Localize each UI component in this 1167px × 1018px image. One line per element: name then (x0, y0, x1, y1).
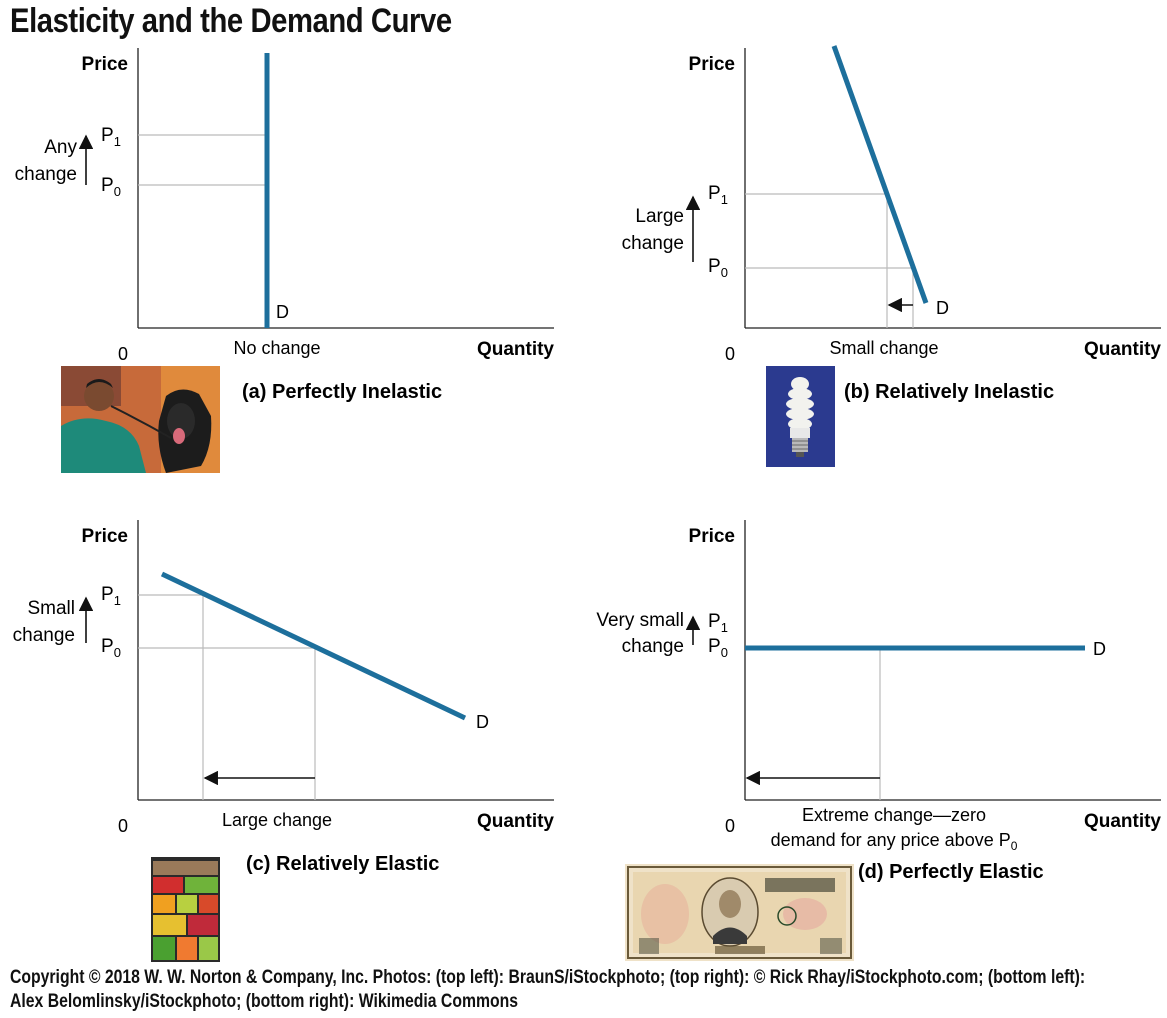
panel-b-price-change-line1: Large (635, 206, 684, 227)
panel-a-quantity-change: No change (233, 338, 320, 358)
panel-b-demand-label: D (936, 298, 949, 318)
panel-c-price-change-line2: change (13, 625, 75, 646)
panel-d-caption: (d) Perfectly Elastic (858, 861, 1044, 883)
panel-c: D Price Quantity 0 P1 P0 Small change La… (13, 520, 554, 875)
panel-a-p0-label: P0 (101, 175, 121, 199)
panel-c-demand-curve (160, 571, 467, 721)
panel-b-p1-label: P1 (708, 183, 728, 207)
panel-c-quantity-label: Quantity (477, 811, 554, 832)
panel-b-origin-label: 0 (725, 344, 735, 364)
panel-d-origin-label: 0 (725, 816, 735, 836)
panel-a-price-change-line2: change (15, 164, 77, 185)
panel-c-caption: (c) Relatively Elastic (246, 853, 439, 875)
panel-d-price-change-line1: Very small (596, 610, 684, 631)
panel-d-quantity-label: Quantity (1084, 811, 1161, 832)
panel-a-origin-label: 0 (118, 344, 128, 364)
panel-d-demand-label: D (1093, 639, 1106, 659)
panel-a-price-label: Price (82, 54, 128, 75)
panel-d-quantity-change-line2: demand for any price above P0 (771, 830, 1018, 853)
ten-dollar-bill-photo (625, 864, 854, 961)
panel-c-demand-label: D (476, 712, 489, 732)
panel-b-p0-label: P0 (708, 256, 728, 280)
panel-c-p1-label: P1 (101, 584, 121, 608)
panel-c-price-change-line1: Small (27, 598, 75, 619)
panel-a-demand-label: D (276, 302, 289, 322)
panel-d-p1-label: P1 (708, 611, 728, 635)
copyright-credit: Copyright © 2018 W. W. Norton & Company,… (10, 967, 1086, 1012)
light-bulb-photo (766, 366, 835, 467)
panel-a-caption: (a) Perfectly Inelastic (242, 381, 442, 403)
panel-b-price-label: Price (689, 54, 735, 75)
panel-d: D Price Quantity 0 P1 P0 Very small chan… (596, 520, 1161, 883)
panel-b-price-change-line2: change (622, 233, 684, 254)
panel-a-quantity-label: Quantity (477, 339, 554, 360)
panel-d-price-label: Price (689, 526, 735, 547)
panel-a: D Price Quantity 0 P1 P0 Any change No c… (15, 48, 554, 403)
panel-d-p0-label: P0 (708, 636, 728, 660)
panel-b-quantity-label: Quantity (1084, 339, 1161, 360)
panel-c-quantity-change: Large change (222, 810, 332, 830)
panel-c-origin-label: 0 (118, 816, 128, 836)
panel-a-price-change-line1: Any (44, 137, 77, 158)
panel-d-price-change-line2: change (622, 636, 684, 657)
page-title: Elasticity and the Demand Curve (10, 2, 452, 40)
panel-d-quantity-change-line1: Extreme change—zero (802, 805, 986, 825)
panel-b: D Price Quantity 0 P1 P0 Large change Sm… (622, 45, 1161, 403)
panel-b-quantity-change: Small change (829, 338, 938, 358)
vet-dog-photo (61, 366, 220, 473)
panel-c-price-label: Price (82, 526, 128, 547)
panel-b-caption: (b) Relatively Inelastic (844, 381, 1054, 403)
fruit-stand-photo (151, 857, 220, 962)
panel-b-demand-curve (831, 45, 929, 304)
panel-a-p1-label: P1 (101, 125, 121, 149)
panel-c-p0-label: P0 (101, 636, 121, 660)
